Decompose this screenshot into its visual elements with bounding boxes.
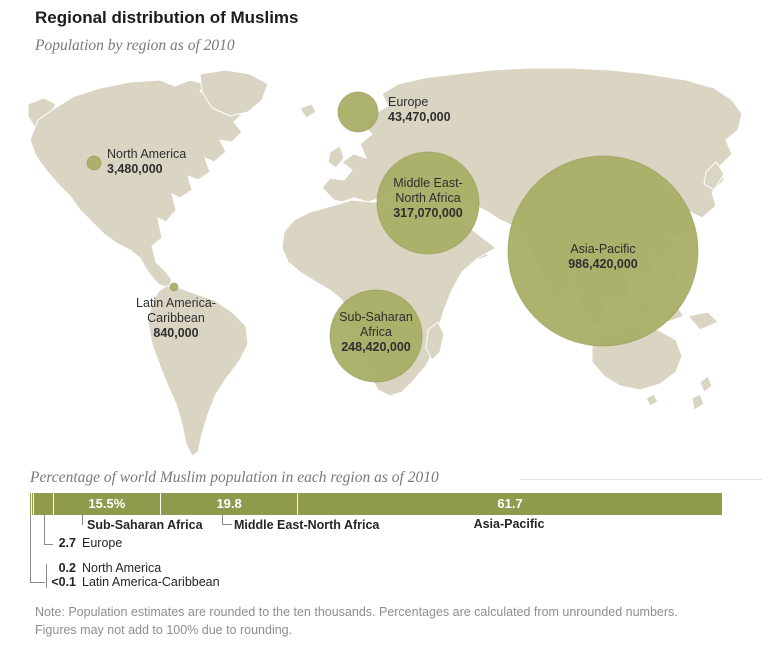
landmass-new-zealand-south xyxy=(691,393,705,411)
landmass-north-america xyxy=(29,79,245,289)
stacked-bar: 15.5% 19.8 61.7 xyxy=(30,493,722,515)
callout-na-name: North America xyxy=(82,561,162,575)
landmass-greenland xyxy=(199,69,269,117)
footnote-line1: Note: Population estimates are rounded t… xyxy=(35,605,678,619)
bubble-middle-east-north-africa xyxy=(376,151,480,255)
label-north-america-name: North America xyxy=(107,147,187,161)
bubble-asia-pacific xyxy=(507,155,699,347)
landmass-new-zealand-north xyxy=(699,375,713,393)
label-latam-value: 840,000 xyxy=(153,326,199,340)
label-asia-pacific-value: 986,420,000 xyxy=(568,257,638,271)
bar-subtitle: Percentage of world Muslim population in… xyxy=(30,469,439,486)
callout-na-value: 0.2 xyxy=(58,561,76,575)
landmass-japan xyxy=(703,161,725,191)
callout-north-america: 0.2 North America xyxy=(50,561,162,575)
label-north-america: North America 3,480,000 xyxy=(107,147,186,177)
label-europe-name: Europe xyxy=(388,95,429,109)
bar-segment-europe xyxy=(34,493,53,515)
landmass-south-america xyxy=(147,285,249,457)
label-asia-pacific-name: Asia-Pacific xyxy=(570,242,636,256)
callout-europe-value: 2.7 xyxy=(58,536,76,550)
label-north-america-value: 3,480,000 xyxy=(107,162,163,176)
landmass-iceland xyxy=(299,103,317,119)
connector-sub-saharan-africa xyxy=(82,515,83,525)
bubble-sub-saharan-africa xyxy=(329,289,423,383)
label-ssa-name-line2: Africa xyxy=(360,325,392,339)
callout-latam-name: Latin America-Caribbean xyxy=(82,575,220,589)
bubble-europe xyxy=(337,91,379,133)
bar-segment-mena: 19.8 xyxy=(161,493,298,515)
bubble-latin-america-caribbean xyxy=(169,282,179,292)
label-ssa-name-line1: Sub-Saharan xyxy=(339,310,413,324)
bar-segment-latin-america xyxy=(30,493,31,515)
landmass-tasmania xyxy=(645,393,659,407)
callout-europe-name: Europe xyxy=(82,536,123,550)
label-mena-name-line2: North Africa xyxy=(395,191,461,205)
label-sub-saharan-africa: Sub-Saharan Africa 248,420,000 xyxy=(316,310,436,355)
footnote-line2: Figures may not add to 100% due to round… xyxy=(35,623,293,637)
connector-europe xyxy=(44,515,53,545)
connector-bracket xyxy=(46,564,47,588)
callout-asia-pacific: Asia-Pacific xyxy=(473,517,545,531)
label-latam-name-line2: Caribbean xyxy=(147,311,205,325)
callout-sub-saharan-africa: Sub-Saharan Africa xyxy=(87,518,203,532)
label-ssa-value: 248,420,000 xyxy=(341,340,411,354)
label-europe: Europe 43,470,000 xyxy=(388,95,451,125)
label-mena-name-line1: Middle East- xyxy=(393,176,463,190)
label-mena-value: 317,070,000 xyxy=(393,206,463,220)
callout-mena: Middle East-North Africa xyxy=(234,518,380,532)
landmass-madagascar xyxy=(425,321,445,361)
callout-europe: 2.7 Europe xyxy=(50,536,123,550)
page-title: Regional distribution of Muslims xyxy=(35,8,299,27)
label-latam-name-line1: Latin America- xyxy=(136,296,216,310)
map-subtitle: Population by region as of 2010 xyxy=(35,37,235,54)
landmass-britain xyxy=(327,145,345,169)
label-europe-value: 43,470,000 xyxy=(388,110,451,124)
subtitle-rule xyxy=(520,479,762,480)
connector-mena xyxy=(222,515,232,525)
label-mena: Middle East- North Africa 317,070,000 xyxy=(363,176,493,221)
bar-segment-sub-saharan-africa: 15.5% xyxy=(53,493,161,515)
label-latin-america: Latin America- Caribbean 840,000 xyxy=(115,296,237,341)
bar-segment-north-america xyxy=(31,493,34,515)
connector-small-regions xyxy=(30,515,45,583)
bubble-north-america xyxy=(86,155,102,171)
callout-latin-america: <0.1 Latin America-Caribbean xyxy=(44,575,220,589)
bar-segment-asia-pacific: 61.7 xyxy=(298,493,722,515)
callout-latam-value: <0.1 xyxy=(51,575,76,589)
landmass-new-guinea xyxy=(687,311,719,331)
label-asia-pacific: Asia-Pacific 986,420,000 xyxy=(528,242,678,272)
